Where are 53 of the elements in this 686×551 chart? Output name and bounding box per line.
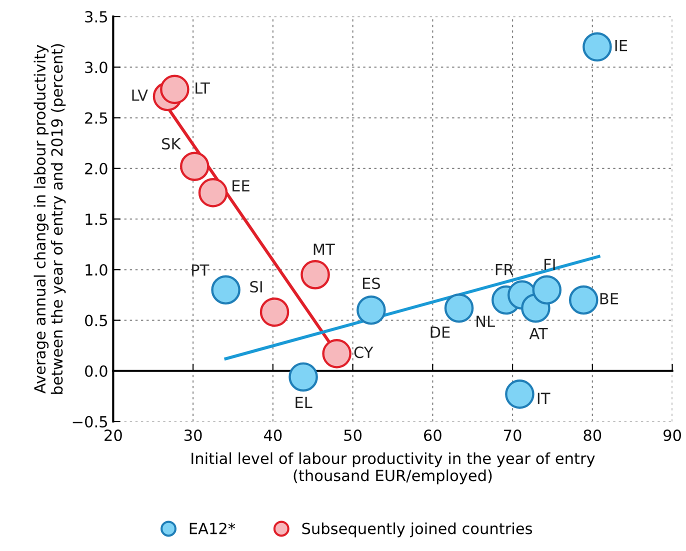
x-tick-label: 50 — [344, 429, 362, 442]
point — [505, 380, 534, 409]
point — [322, 339, 352, 368]
x-tick-label: 30 — [184, 429, 202, 442]
x-tick-label: 70 — [504, 429, 522, 442]
y-tick-label: 2.5 — [85, 112, 107, 124]
y-tick-label: 1.5 — [86, 214, 107, 226]
y-tick-label: −0.5 — [72, 416, 107, 428]
annotation: IT — [538, 392, 550, 404]
annotation: SK — [162, 138, 182, 150]
annotation: SI — [250, 280, 262, 293]
annotation: AT — [529, 328, 548, 340]
annotation: DE — [430, 326, 450, 338]
point — [532, 275, 562, 305]
y-tick-label: 3.0 — [85, 62, 108, 74]
point — [300, 260, 330, 290]
legend-label: Subsequently joined countries — [302, 522, 532, 538]
annotation: LV — [132, 90, 148, 101]
y-tick-label: 0.5 — [85, 314, 107, 326]
y-tick-label: 0.0 — [85, 365, 108, 377]
x-tick-label: 40 — [264, 429, 282, 442]
point — [288, 362, 318, 392]
annotation: ES — [362, 278, 380, 290]
point — [160, 74, 190, 104]
point — [444, 293, 474, 323]
annotation: EL — [296, 396, 312, 408]
annotation: FI — [544, 258, 555, 270]
point — [260, 298, 290, 327]
y-tick-label: 3.5 — [85, 10, 107, 23]
annotation: LT — [196, 82, 210, 94]
point — [568, 285, 598, 315]
annotation: CY — [354, 346, 374, 358]
annotation: NL — [476, 316, 495, 327]
x-tick-label: 60 — [424, 429, 442, 442]
annotation: IE — [615, 40, 628, 52]
y-tick-label: 1.0 — [86, 264, 108, 276]
point — [582, 32, 612, 62]
legend-label: EA12* — [190, 522, 236, 534]
annotation: MT — [314, 244, 335, 255]
point — [211, 275, 240, 305]
point — [180, 152, 210, 182]
annotation: BE — [600, 293, 618, 304]
x-axis-title: Initial level of labour productivity in the year of entry (thousand EUR/employed) — [192, 452, 595, 484]
annotation: FR — [496, 264, 514, 276]
point — [356, 295, 386, 325]
x-tick-label: 20 — [104, 429, 122, 442]
point — [198, 178, 228, 208]
x-tick-label: 90 — [664, 429, 681, 442]
annotation: PT — [192, 264, 210, 276]
y-axis-title: Average annual change in labour productivity between the year of entry and 2019 (percent) — [34, 44, 66, 394]
x-tick-label: 80 — [584, 429, 602, 442]
annotation: EE — [232, 180, 250, 192]
y-tick-label: 2.0 — [85, 162, 108, 174]
